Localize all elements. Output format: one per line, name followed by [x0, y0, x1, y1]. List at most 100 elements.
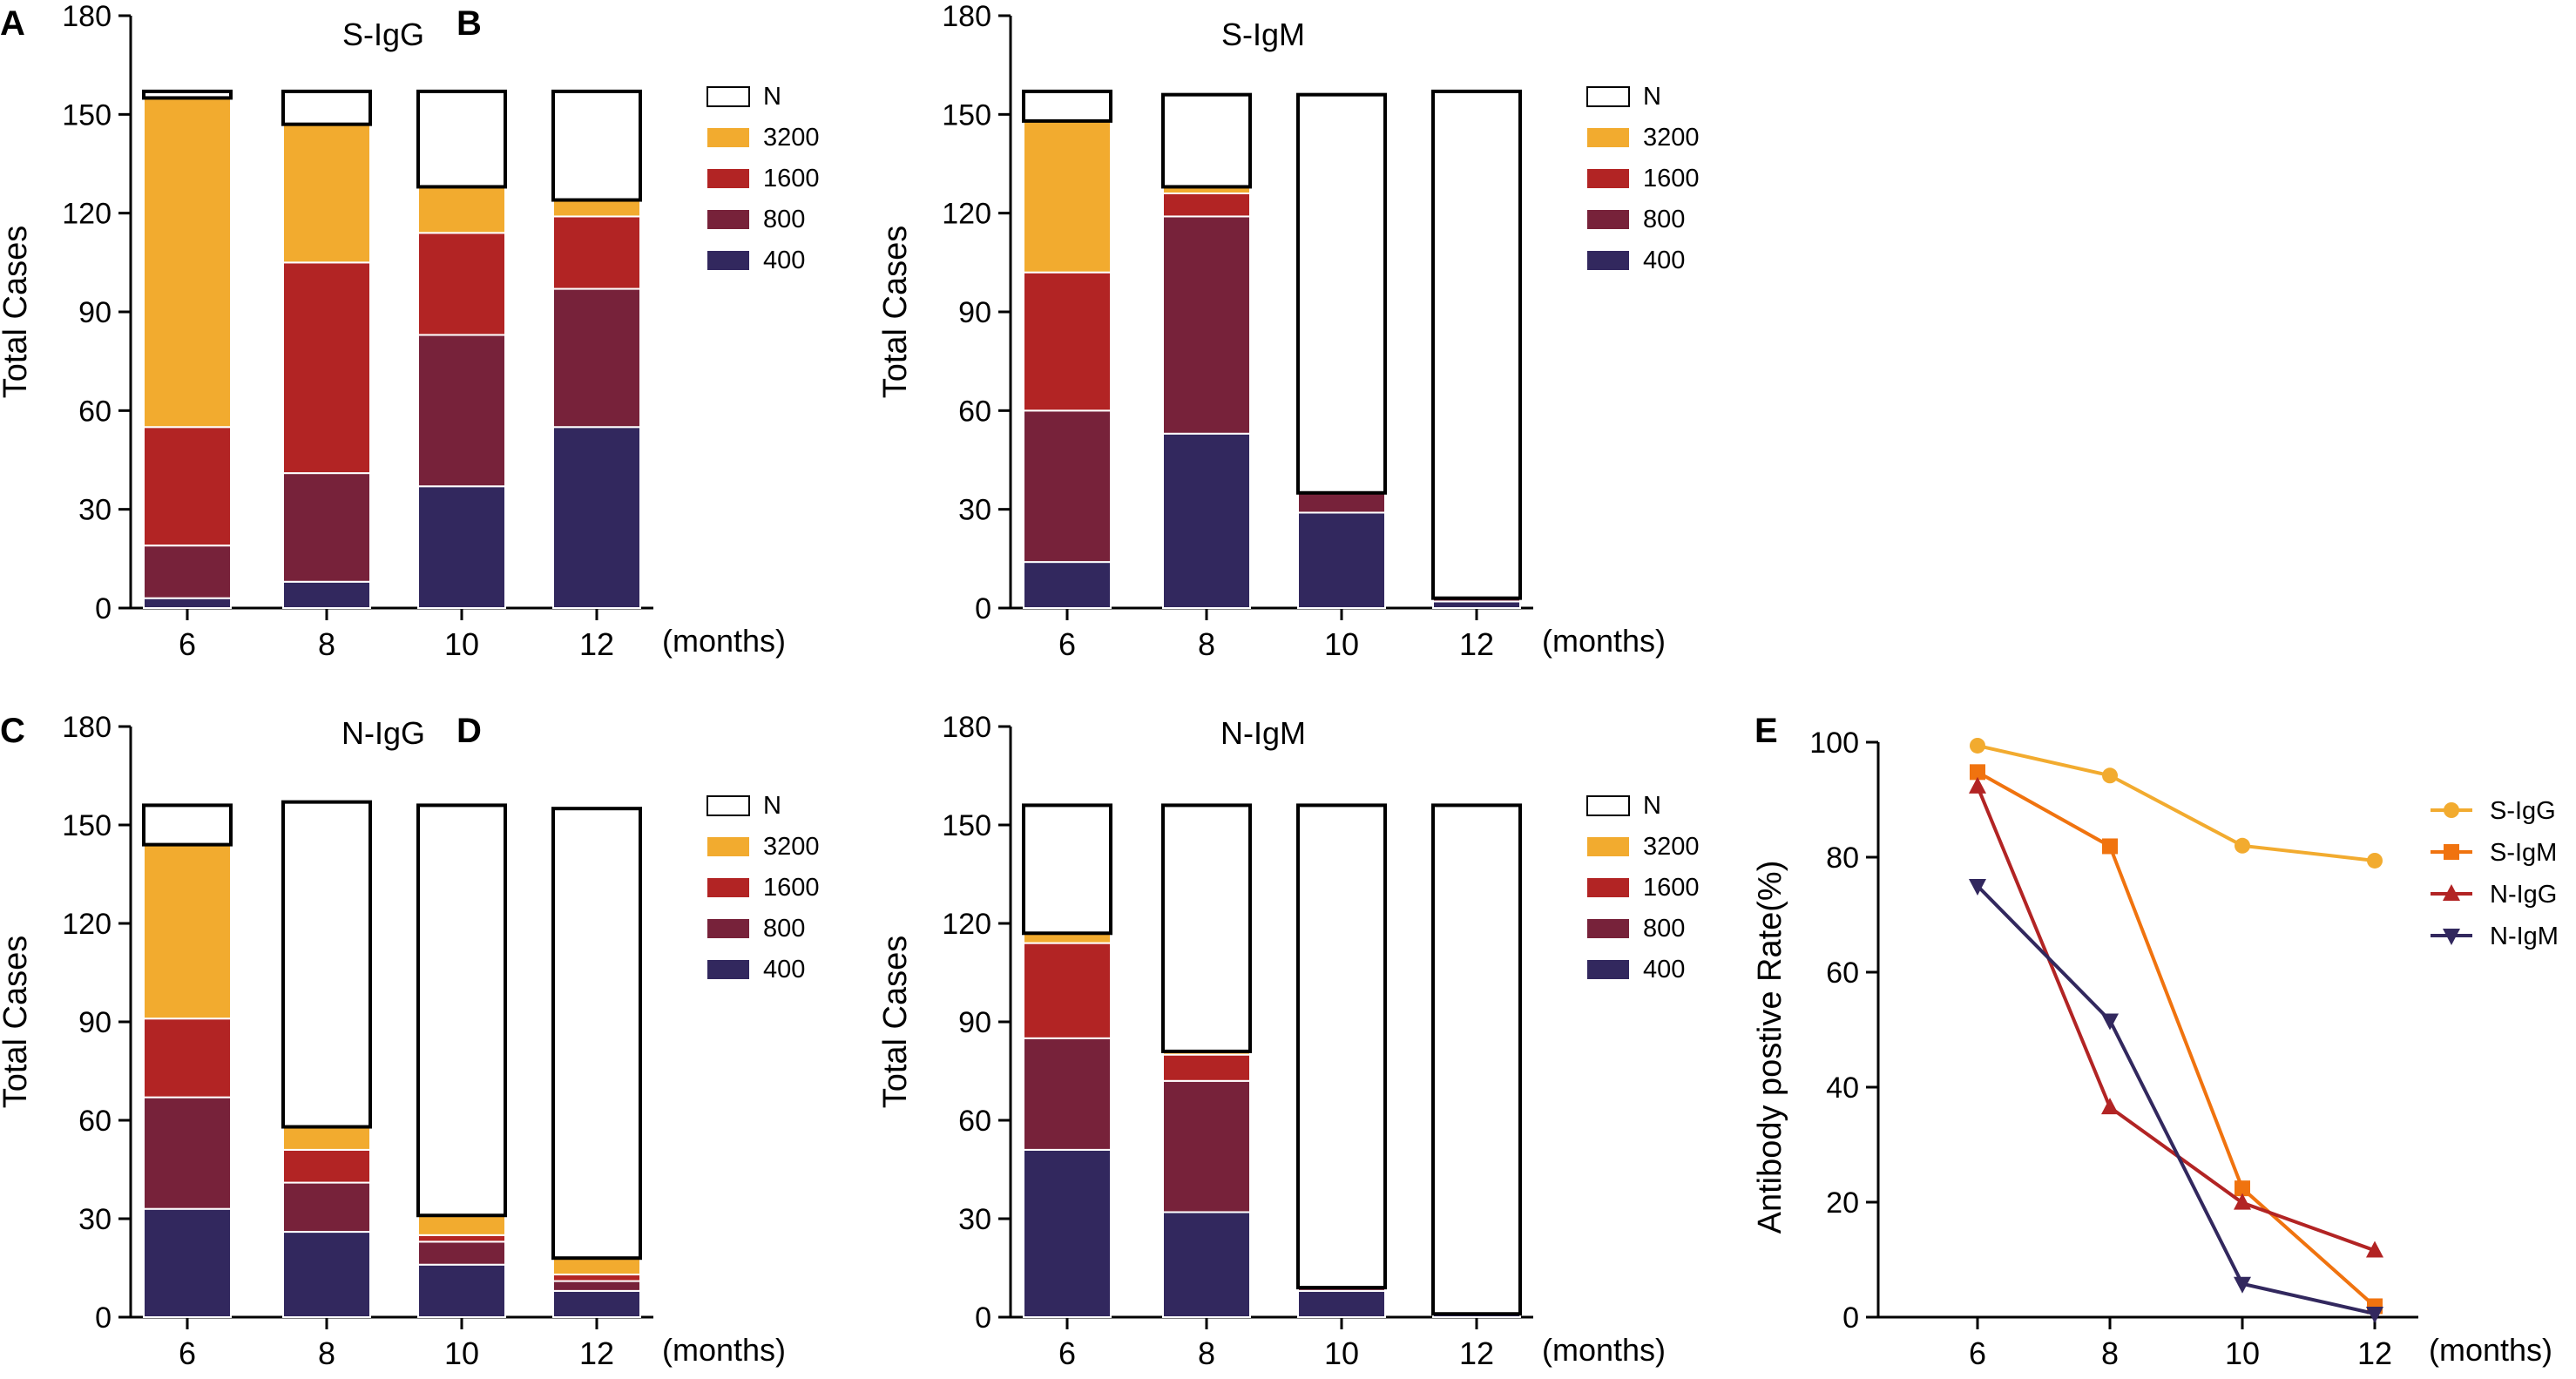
y-tick-label: 90: [78, 1006, 112, 1039]
x-tick-label: 6: [179, 1335, 196, 1371]
y-tick-label: 180: [942, 0, 991, 33]
bar-segment-N-12: [1431, 803, 1522, 1316]
data-point-S-IgG-8: [2102, 767, 2118, 784]
legend-swatch-400: [1587, 251, 1629, 270]
legend-marker-N-IgM: [2443, 929, 2460, 945]
data-point-S-IgG-12: [2367, 852, 2383, 869]
bar-segment-3200-10: [417, 186, 506, 234]
data-point-S-IgG-10: [2235, 837, 2250, 854]
legend-label: N-IgG: [2490, 881, 2557, 909]
y-tick-label: 80: [1826, 842, 1859, 875]
y-axis-title: Total Cases: [877, 226, 914, 399]
panel-letter: E: [1755, 712, 1778, 750]
bar-segment-800-10: [417, 334, 506, 488]
legend-label: 3200: [763, 833, 820, 861]
data-point-N-IgM-8: [2101, 1013, 2119, 1031]
bar-segment-1600-12: [552, 1274, 641, 1282]
x-axis-units: (months): [662, 1332, 786, 1368]
bar-segment-400-8: [282, 1231, 371, 1318]
y-tick-label: 0: [95, 592, 112, 625]
y-tick-label: 60: [958, 1105, 991, 1138]
legend-label: S-IgG: [2490, 797, 2556, 825]
bar-segment-N-8: [281, 800, 372, 1129]
x-tick-label: 8: [318, 1335, 335, 1371]
legend-swatch-N: [707, 795, 750, 816]
y-tick-label: 180: [942, 711, 991, 744]
data-point-N-IgG-10: [2234, 1193, 2251, 1210]
bar-segment-400-8: [1162, 1211, 1251, 1319]
bar-segment-400-10: [417, 485, 506, 609]
data-point-N-IgM-6: [1969, 879, 1986, 896]
y-tick-label: 120: [62, 908, 112, 941]
y-tick-label: 180: [62, 711, 112, 744]
bar-segment-1600-6: [143, 1017, 232, 1098]
x-tick-label: 12: [579, 1335, 614, 1371]
y-tick-label: 30: [958, 1203, 991, 1236]
y-tick-label: 0: [975, 592, 991, 625]
y-tick-label: 100: [1809, 727, 1859, 760]
bar-segment-N-10: [416, 803, 507, 1218]
bar-segment-400-10: [1297, 511, 1386, 610]
legend-label: 1600: [763, 165, 820, 193]
data-point-N-IgM-12: [2366, 1307, 2383, 1324]
legend-label: 1600: [763, 874, 820, 902]
bar-segment-3200-6: [143, 97, 232, 429]
legend-label: 3200: [763, 124, 820, 152]
panel-b: B 0 30 60 90 120 150 180 6 8 10 12 (months) Total Cas…: [456, 0, 1700, 662]
bar-segment-1600-8: [282, 261, 371, 475]
bar-segment-400-6: [143, 597, 232, 610]
series-line-S-IgG: [1977, 744, 2376, 862]
bar-segment-400-6: [1023, 561, 1112, 609]
x-tick-label: 10: [1324, 626, 1359, 662]
legend-swatch-3200: [1587, 837, 1629, 856]
chart-title: S-IgM: [1221, 17, 1305, 52]
bar-segment-1600-6: [1023, 942, 1112, 1039]
bar-segment-1600-8: [1162, 193, 1251, 218]
y-tick-label: 30: [78, 1203, 112, 1236]
x-tick-label: 10: [444, 626, 479, 662]
panel-letter: A: [0, 4, 25, 43]
legend-swatch-1600: [1587, 169, 1629, 188]
x-axis-units: (months): [2429, 1332, 2552, 1368]
bar-segment-1600-12: [552, 215, 641, 290]
legend-label: 400: [763, 956, 805, 984]
y-tick-label: 120: [942, 198, 991, 231]
bar-segment-N-10: [416, 89, 507, 189]
y-axis-title: Total Cases: [877, 936, 914, 1109]
legend-swatch-400: [1587, 960, 1629, 979]
data-point-N-IgG-6: [1969, 776, 1986, 794]
bar-segment-800-12: [552, 287, 641, 429]
y-tick-label: 150: [942, 98, 991, 132]
x-tick-label: 10: [1324, 1335, 1359, 1371]
y-tick-label: 150: [942, 809, 991, 842]
legend-swatch-1600: [1587, 878, 1629, 897]
y-tick-label: 40: [1826, 1071, 1859, 1105]
y-tick-label: 30: [78, 494, 112, 527]
bar-segment-400-8: [282, 580, 371, 609]
x-tick-label: 8: [1198, 1335, 1215, 1371]
bar-segment-3200-6: [143, 843, 232, 1020]
y-tick-label: 90: [958, 296, 991, 329]
bar-segment-N-8: [1161, 92, 1252, 189]
x-tick-label: 6: [1058, 626, 1076, 662]
legend-marker-N-IgG: [2443, 884, 2460, 901]
legend-swatch-800: [707, 210, 749, 229]
bar-segment-N-12: [551, 807, 642, 1261]
bar-segment-400-6: [143, 1207, 232, 1318]
series-line-N-IgM: [1976, 884, 2376, 1315]
legend-label: 3200: [1643, 124, 1700, 152]
bar-segment-800-6: [143, 1096, 232, 1210]
x-tick-label: 12: [579, 626, 614, 662]
chart-title: S-IgG: [342, 17, 424, 52]
legend-swatch-3200: [707, 128, 749, 147]
x-tick-label: 12: [1459, 1335, 1494, 1371]
bar-segment-400-12: [552, 426, 641, 609]
y-tick-label: 0: [95, 1301, 112, 1335]
bar-segment-1600-10: [417, 1234, 506, 1243]
legend-label: N: [763, 792, 781, 820]
legend-label: N: [763, 83, 781, 111]
panel-letter: B: [456, 4, 482, 43]
y-tick-label: 0: [975, 1301, 991, 1335]
y-tick-label: 150: [62, 809, 112, 842]
